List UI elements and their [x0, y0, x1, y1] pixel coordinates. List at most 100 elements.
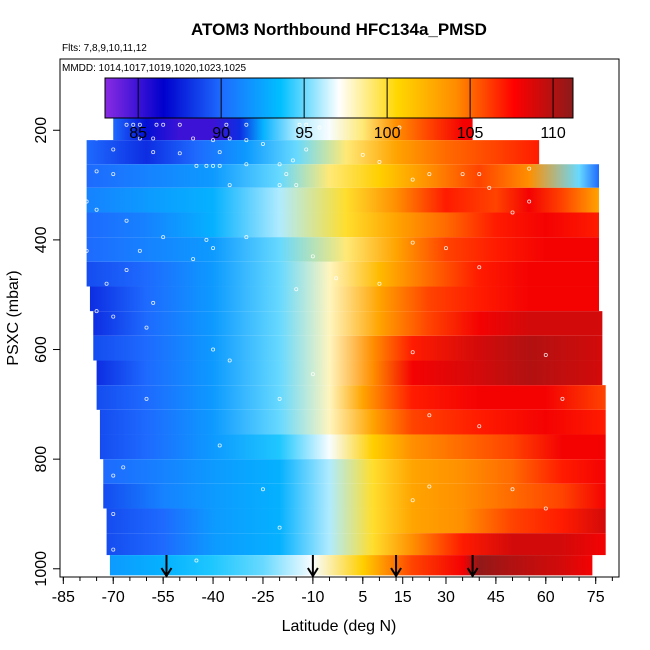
- colorbar-tick-label: 110: [540, 125, 566, 142]
- x-axis: -85 -70 -55 -40 -25 -10 5 15 30 45 60 75: [52, 577, 613, 606]
- arrow-marker: [466, 555, 479, 578]
- sample-point: [244, 138, 249, 143]
- sample-point: [137, 136, 142, 141]
- sample-point: [244, 235, 249, 240]
- heatmap-band: [86, 212, 600, 238]
- x-tick-label: 5: [358, 589, 367, 606]
- sample-point: [84, 199, 89, 204]
- colorbar-ticks: 85 90 95 100 105 110: [129, 78, 566, 142]
- sample-point: [131, 122, 136, 127]
- flights-label: Flts: 7,8,9,10,11,12: [62, 43, 147, 54]
- x-tick-label: -10: [301, 589, 324, 606]
- y-axis-label: PSXC (mbar): [5, 270, 22, 365]
- sample-point: [217, 443, 222, 448]
- sample-point: [477, 172, 482, 177]
- colorbar-tick-label: 90: [212, 125, 230, 142]
- colorbar-tick-label: 105: [457, 125, 484, 142]
- sample-point: [227, 358, 232, 363]
- sample-point: [211, 246, 216, 251]
- sample-point: [154, 122, 159, 127]
- colorbar-tick-label: 100: [374, 125, 401, 142]
- sample-point: [310, 372, 315, 377]
- sample-point: [487, 185, 492, 190]
- sample-point: [510, 210, 515, 215]
- sample-point: [94, 136, 99, 141]
- y-tick-label: 1000: [33, 551, 50, 587]
- sample-point: [191, 136, 196, 141]
- sample-point: [290, 158, 295, 163]
- sample-point: [121, 465, 126, 470]
- x-tick-label: 75: [587, 589, 605, 606]
- y-tick-label: 400: [33, 226, 50, 253]
- sample-point: [137, 248, 142, 253]
- heatmap: [86, 116, 606, 576]
- dates-label: MMDD: 1014,1017,1019,1020,1023,1025: [62, 63, 246, 74]
- heatmap-band: [99, 409, 606, 435]
- sample-point: [94, 490, 99, 495]
- sample-point: [410, 350, 415, 355]
- sample-point: [161, 235, 166, 240]
- sample-point: [310, 254, 315, 259]
- sample-point: [111, 473, 116, 478]
- heatmap-band: [99, 434, 606, 460]
- colorbar-tick-label: 85: [129, 125, 147, 142]
- sample-point: [510, 487, 515, 492]
- sample-point: [151, 136, 156, 141]
- sample-point: [144, 396, 149, 401]
- sample-point: [527, 199, 532, 204]
- sample-point: [294, 287, 299, 292]
- sample-point: [124, 268, 129, 273]
- sample-point: [94, 309, 99, 314]
- sample-point: [397, 125, 402, 130]
- sample-point: [194, 163, 199, 168]
- y-tick-label: 600: [33, 336, 50, 363]
- sample-point: [124, 122, 129, 127]
- sample-point: [334, 276, 339, 281]
- chart-title: ATOM3 Northbound HFC134a_PMSD: [191, 20, 487, 39]
- sample-point: [161, 122, 166, 127]
- sample-point: [137, 122, 142, 127]
- sample-point: [151, 150, 156, 155]
- sample-point: [111, 147, 116, 152]
- heatmap-band: [109, 555, 593, 576]
- sample-point: [427, 172, 432, 177]
- y-axis: 200 400 600 800 1000: [33, 117, 60, 587]
- sample-point: [111, 172, 116, 177]
- sample-point: [211, 347, 216, 352]
- x-axis-label: Latitude (deg N): [282, 618, 397, 635]
- sample-point: [224, 122, 229, 127]
- sample-point: [260, 487, 265, 492]
- colorbar-tick-label: 95: [295, 125, 313, 142]
- plot-frame: [59, 58, 620, 578]
- arrow-marker: [160, 555, 173, 578]
- heatmap-band: [96, 360, 603, 386]
- sample-point: [410, 240, 415, 245]
- sample-points: [84, 122, 565, 563]
- x-tick-label: 30: [437, 589, 455, 606]
- heatmap-band: [96, 385, 606, 410]
- x-tick-label: 15: [394, 589, 412, 606]
- sample-point: [84, 289, 89, 294]
- sample-point: [277, 162, 282, 167]
- sample-point: [244, 162, 249, 167]
- sample-point: [177, 151, 182, 156]
- sample-point: [277, 396, 282, 401]
- sample-point: [124, 218, 129, 223]
- arrow-marker: [307, 555, 319, 578]
- arrow-marker: [390, 555, 402, 578]
- x-tick-label: 45: [487, 589, 505, 606]
- sample-point: [204, 237, 209, 242]
- sample-point: [410, 177, 415, 182]
- sample-point: [84, 350, 89, 355]
- sample-point: [477, 424, 482, 429]
- sample-point: [410, 498, 415, 503]
- sample-point: [427, 484, 432, 489]
- heatmap-band: [86, 140, 540, 165]
- flight-arrows: [160, 555, 479, 578]
- heatmap-band: [86, 164, 600, 188]
- sample-point: [277, 525, 282, 530]
- x-tick-label: 60: [537, 589, 555, 606]
- sample-point: [144, 325, 149, 330]
- sample-point: [111, 511, 116, 516]
- sample-point: [260, 141, 265, 146]
